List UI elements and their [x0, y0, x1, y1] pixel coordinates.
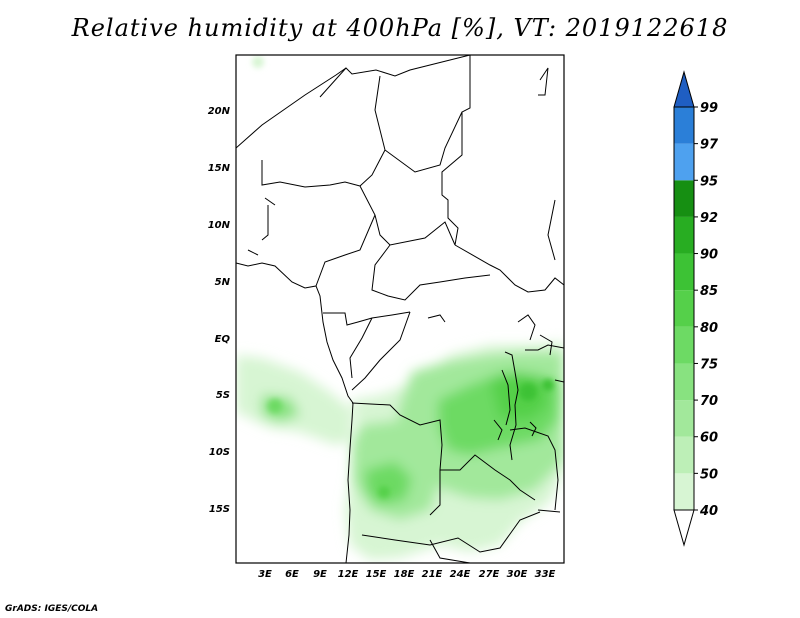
- lat-label-5s: 5S: [216, 390, 230, 401]
- lat-label-10n: 10N: [208, 220, 231, 231]
- colorbar-label: 60: [700, 431, 718, 446]
- lat-label-5n: 5N: [215, 277, 231, 288]
- colorbar-segment: [674, 290, 694, 327]
- colorbar-segment: [674, 400, 694, 437]
- colorbar-label: 70: [700, 394, 718, 409]
- lon-label-27e: 27E: [479, 569, 500, 580]
- colorbar-label: 92: [700, 211, 718, 226]
- map-title: Relative humidity at 400hPa [%], VT: 201…: [71, 14, 729, 42]
- lon-label-15e: 15E: [366, 569, 387, 580]
- colorbar: 40 50 60 70 75 80 85 90 92 95 97 99: [673, 70, 719, 547]
- colorbar-label: 85: [700, 284, 718, 299]
- colorbar-label: 99: [700, 101, 718, 116]
- lon-label-33e: 33E: [535, 569, 556, 580]
- grads-credit: GrADS: IGES/COLA: [5, 604, 99, 614]
- colorbar-segment: [674, 436, 694, 474]
- colorbar-label: 75: [700, 357, 718, 372]
- colorbar-segment: [674, 326, 694, 364]
- country-borders: [236, 55, 564, 563]
- colorbar-label: 90: [700, 248, 718, 263]
- longitude-axis: 3E 6E 9E 12E 15E 18E 21E 24E 27E 30E 33E: [258, 569, 555, 580]
- colorbar-segment: [674, 473, 694, 510]
- colorbar-label: 97: [700, 138, 719, 153]
- colorbar-label: 40: [699, 504, 718, 519]
- colorbar-top-arrow: [673, 70, 695, 108]
- colorbar-label: 50: [700, 467, 718, 482]
- lon-label-9e: 9E: [313, 569, 327, 580]
- lon-label-18e: 18E: [394, 569, 415, 580]
- lon-label-30e: 30E: [507, 569, 528, 580]
- latitude-axis: 20N 15N 10N 5N EQ 5S 10S 15S: [208, 106, 231, 515]
- colorbar-segment: [674, 216, 694, 254]
- lon-label-12e: 12E: [338, 569, 359, 580]
- colorbar-segment: [674, 107, 694, 144]
- colorbar-label: 80: [700, 321, 718, 336]
- lon-label-6e: 6E: [285, 569, 299, 580]
- colorbar-label: 95: [700, 174, 718, 189]
- colorbar-segment: [674, 253, 694, 291]
- lat-label-10s: 10S: [209, 447, 230, 458]
- lon-label-21e: 21E: [422, 569, 443, 580]
- colorbar-segment: [674, 180, 694, 217]
- lat-label-15s: 15S: [209, 504, 230, 515]
- lat-label-15n: 15N: [208, 163, 231, 174]
- lat-label-20n: 20N: [208, 106, 231, 117]
- colorbar-segment: [674, 363, 694, 401]
- lon-label-3e: 3E: [258, 569, 272, 580]
- humidity-shading: [236, 56, 564, 560]
- colorbar-segment: [674, 143, 694, 181]
- colorbar-labels: 40 50 60 70 75 80 85 90 92 95 97 99: [694, 101, 719, 519]
- lat-label-eq: EQ: [215, 334, 231, 345]
- lon-label-24e: 24E: [450, 569, 471, 580]
- colorbar-bottom-arrow: [673, 509, 695, 547]
- map-frame: [235, 54, 565, 564]
